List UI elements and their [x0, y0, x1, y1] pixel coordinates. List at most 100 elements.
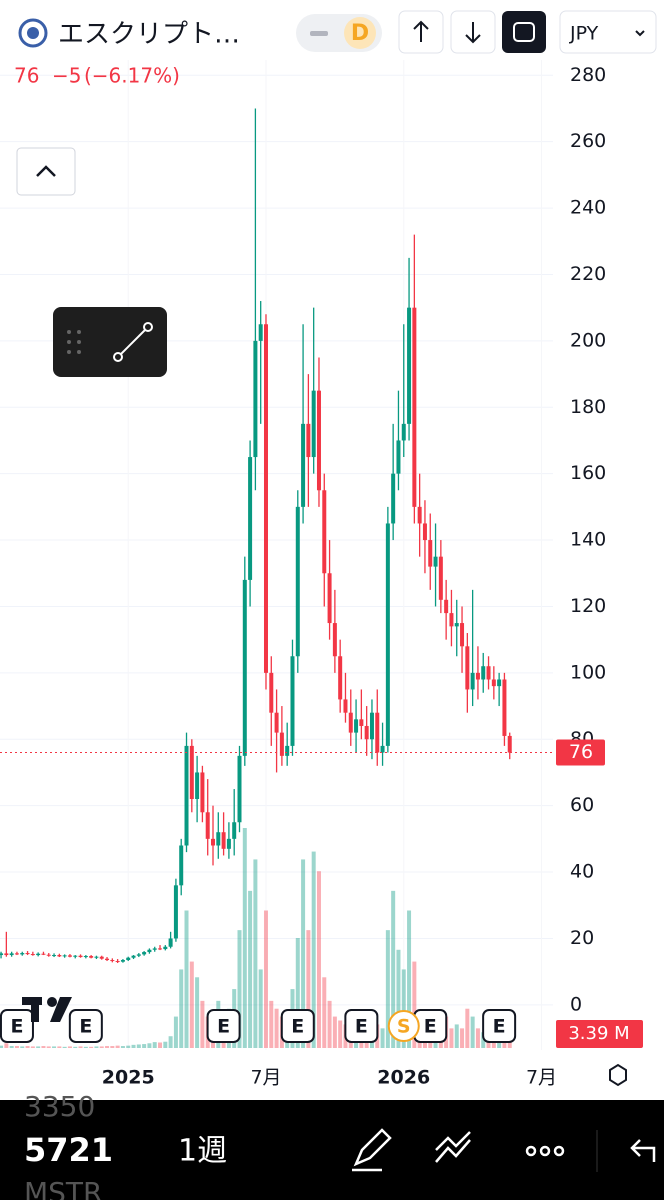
candle-body — [232, 822, 237, 839]
candle-body — [465, 646, 470, 690]
candle-body — [52, 955, 57, 957]
candle-body — [105, 958, 110, 961]
candle-body — [237, 755, 242, 823]
candle-body — [311, 390, 316, 458]
volume-bar — [179, 969, 184, 1048]
drawing-popup — [53, 307, 167, 377]
candle-body — [0, 953, 4, 956]
candle-body — [179, 845, 184, 886]
volume-bar — [481, 1032, 486, 1048]
candle-body — [285, 745, 290, 756]
volume-bar — [380, 1028, 385, 1048]
price-tag-box — [556, 739, 605, 766]
volume-bar — [412, 961, 417, 1048]
volume-bar — [396, 949, 401, 1048]
volume-bar — [25, 1046, 30, 1048]
candle-body — [486, 666, 491, 680]
volume-bar — [30, 1046, 35, 1048]
fullscreen-button[interactable] — [502, 11, 546, 53]
candle-body — [332, 623, 337, 657]
candle-body — [422, 523, 427, 541]
event-marker — [344, 1009, 379, 1043]
candle-body — [248, 457, 253, 580]
quote-change: −5 — [52, 64, 81, 88]
volume-bar — [41, 1046, 46, 1048]
volume-bar — [20, 1046, 25, 1048]
volume-bar — [460, 1028, 465, 1048]
tv-logo — [22, 997, 72, 1022]
candle-body — [89, 956, 94, 958]
candle-body — [163, 946, 168, 950]
volume-bar — [94, 1046, 99, 1048]
down-arrow — [465, 22, 481, 44]
volume-bar — [36, 1046, 41, 1048]
volume-tag-box — [556, 1020, 643, 1048]
currency: JPY — [569, 23, 599, 45]
volume-bar — [120, 1046, 125, 1048]
event-marker — [280, 1009, 315, 1043]
candle-body — [274, 712, 279, 733]
trendline-tool[interactable] — [117, 326, 149, 358]
volume-bar — [391, 890, 396, 1048]
candle-body — [354, 719, 359, 733]
candle-body — [216, 832, 221, 846]
event-label: E — [291, 1016, 304, 1038]
volume-bar — [449, 1028, 454, 1048]
collapse-button[interactable] — [16, 147, 76, 196]
volume-bar — [258, 969, 263, 1048]
candle-body — [380, 745, 385, 753]
candle-body — [460, 623, 465, 647]
candle-body — [120, 960, 125, 962]
undo-icon[interactable] — [630, 1139, 656, 1162]
candle-body — [412, 307, 417, 507]
indicator-icon[interactable] — [435, 1131, 471, 1163]
candle-body — [94, 956, 99, 958]
volume-bar — [147, 1043, 152, 1048]
candle-body — [417, 506, 422, 524]
event-label: E — [424, 1016, 437, 1038]
interval[interactable]: 1週 — [178, 1134, 227, 1169]
x-tick-label: 2025 — [102, 1067, 155, 1089]
volume-bar — [126, 1045, 131, 1048]
candle-body — [454, 623, 459, 627]
candle-body — [279, 732, 284, 756]
candle-body — [20, 953, 25, 955]
volume-bar — [52, 1046, 57, 1048]
quote-change-percent: (−6.17%) — [84, 64, 180, 88]
candle-body — [316, 390, 321, 491]
volume-bar — [67, 1046, 72, 1048]
y-tick-label: 40 — [570, 861, 594, 883]
more-icon[interactable] — [525, 1145, 565, 1157]
candle-body — [41, 953, 46, 955]
candle-body — [364, 725, 369, 740]
draw-icon[interactable] — [352, 1128, 392, 1172]
symbol-code[interactable]: 5721 — [24, 1131, 113, 1169]
currency-select[interactable] — [559, 10, 657, 54]
volume-bar — [327, 1000, 332, 1048]
quote-price: 76 — [14, 64, 39, 88]
candle-body — [396, 440, 401, 474]
prev-symbol[interactable]: 3350 — [24, 1090, 95, 1123]
candle-body — [115, 961, 120, 963]
settings-icon[interactable] — [609, 1063, 627, 1087]
event-label: S — [397, 1016, 411, 1038]
next-symbol[interactable]: MSTR — [24, 1176, 103, 1204]
candle-body — [131, 955, 136, 958]
volume-bar — [269, 1000, 274, 1048]
symbol-title[interactable]: エスクリプト… — [58, 20, 240, 50]
candle-body — [391, 473, 396, 524]
candle-body — [343, 699, 348, 713]
event-marker — [68, 1009, 103, 1043]
volume-bar — [110, 1046, 115, 1048]
x-tick-label: 7月 — [526, 1067, 557, 1089]
volume-bar — [158, 1042, 163, 1048]
drag-handle[interactable] — [67, 330, 81, 354]
fullscreen-icon — [513, 22, 535, 42]
x-tick-label: 7月 — [250, 1067, 281, 1089]
candle-body — [4, 953, 9, 956]
candle-body — [269, 672, 274, 713]
volume-bar — [99, 1046, 104, 1048]
candle-body — [73, 955, 78, 957]
candle-body — [359, 719, 364, 726]
